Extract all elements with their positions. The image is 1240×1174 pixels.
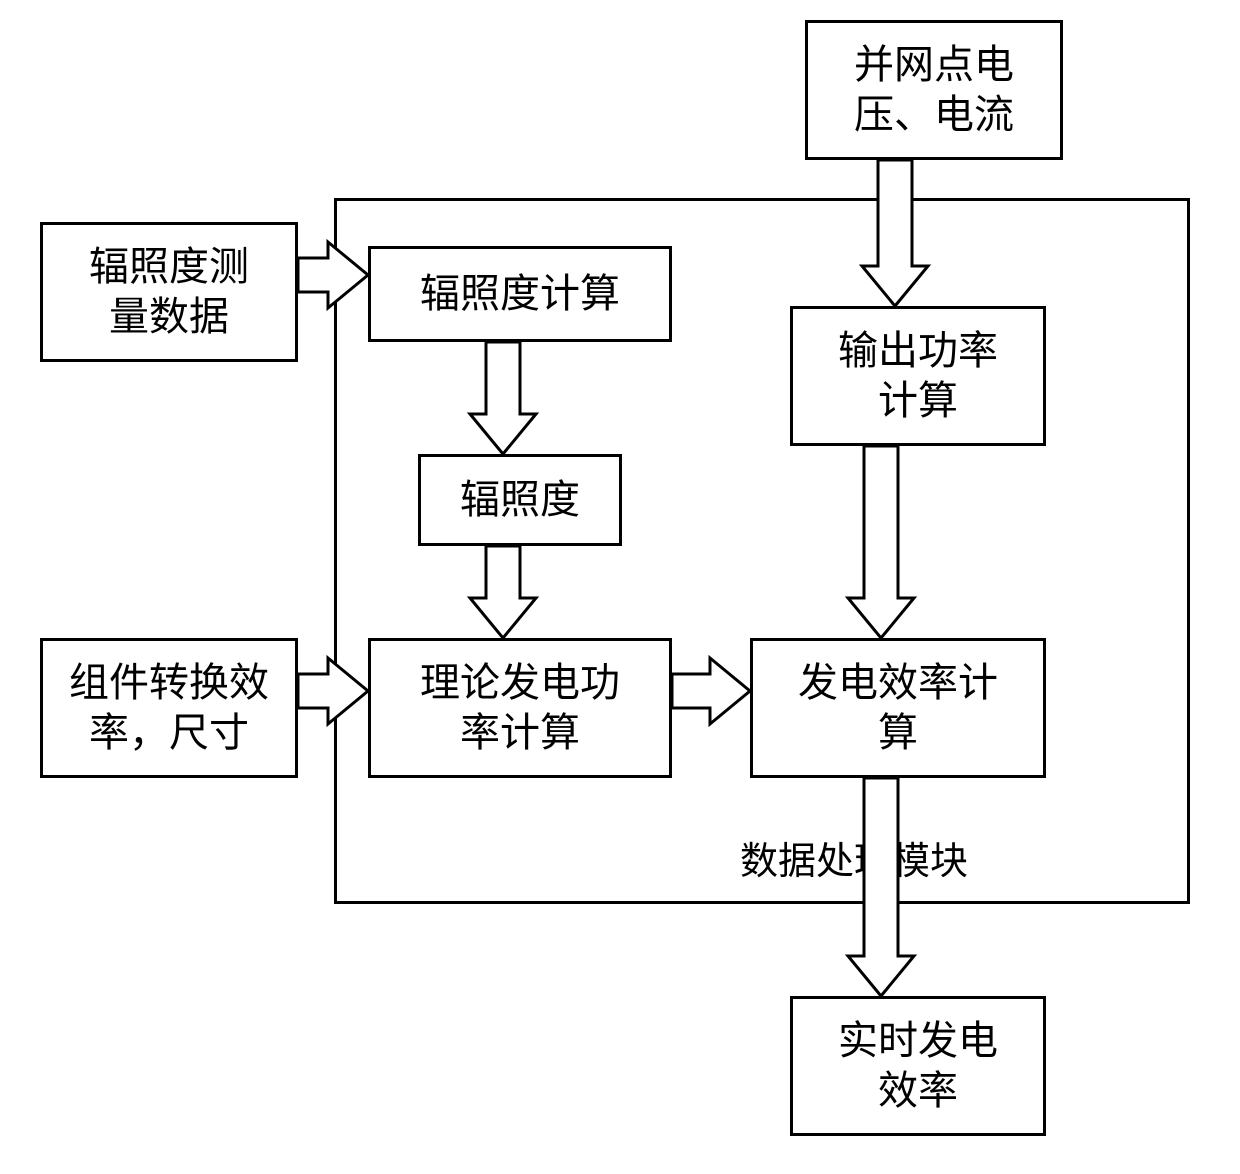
arrow-irrcalc-to-irr xyxy=(467,339,539,457)
node-output-power-calc: 输出功率计算 xyxy=(790,306,1046,446)
node-theoretical-power-calc: 理论发电功率计算 xyxy=(368,638,672,778)
arrow-outpower-to-geneff xyxy=(845,443,917,641)
flowchart-canvas: 数据处理模块 并网点电压、电流 辐照度测量数据 辐照度计算 输出功率计算 辐照度… xyxy=(0,0,1240,1174)
node-irradiance-calc: 辐照度计算 xyxy=(368,246,672,342)
node-component-efficiency-size: 组件转换效率，尺寸 xyxy=(40,638,298,778)
node-generation-efficiency-calc: 发电效率计算 xyxy=(750,638,1046,778)
arrow-irr-to-theo xyxy=(467,543,539,641)
node-realtime-efficiency: 实时发电效率 xyxy=(790,996,1046,1136)
arrow-irrmeas-to-irrcalc xyxy=(295,239,371,311)
arrow-geneff-to-realtime xyxy=(845,775,917,999)
node-irradiance-measurement: 辐照度测量数据 xyxy=(40,222,298,362)
arrow-theo-to-geneff xyxy=(669,655,753,727)
arrow-comp-to-theo xyxy=(295,655,371,727)
arrow-grid-to-outpower xyxy=(859,157,931,309)
node-irradiance: 辐照度 xyxy=(418,454,622,546)
node-grid-voltage-current: 并网点电压、电流 xyxy=(805,20,1063,160)
